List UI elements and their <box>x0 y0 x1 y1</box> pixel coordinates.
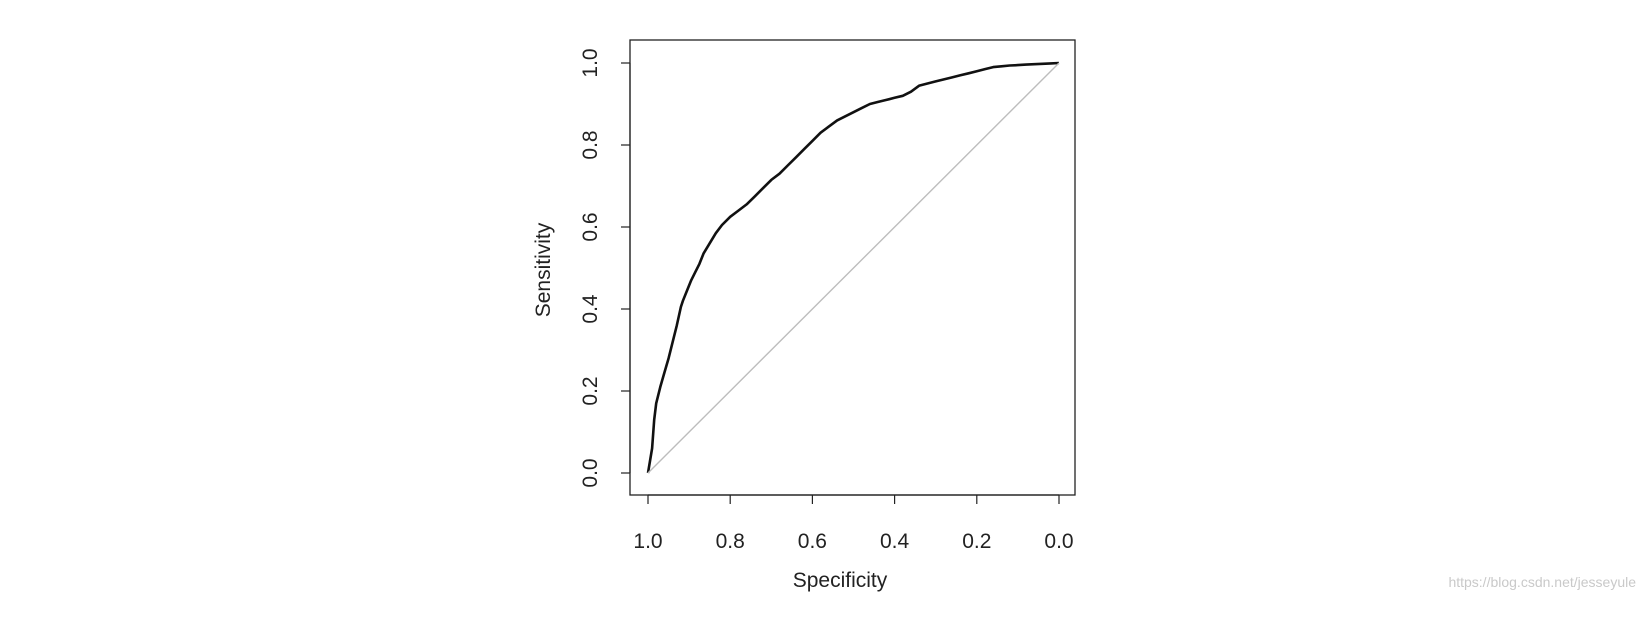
roc-curve <box>646 61 1060 474</box>
x-axis-label: Specificity <box>793 569 888 592</box>
x-tick-label: 0.2 <box>962 530 991 553</box>
y-tick-label: 0.4 <box>579 294 602 324</box>
y-tick-label: 0.2 <box>579 376 602 405</box>
x-tick-label: 0.8 <box>716 530 745 553</box>
reference-diagonal <box>647 62 1060 474</box>
y-tick-label: 0.0 <box>579 458 602 487</box>
x-tick-label: 0.4 <box>880 530 910 553</box>
y-tick-label: 0.6 <box>579 212 602 241</box>
y-axis-label: Sensitivity <box>532 222 555 317</box>
x-tick-label: 0.6 <box>798 530 827 553</box>
x-tick-label: 1.0 <box>633 530 662 553</box>
plot-area: 1.0 0.8 0.6 0.4 0.2 0.0 0.0 0.2 0.4 0.6 0.8 1.0 <box>579 39 1076 553</box>
y-tick-label: 1.0 <box>579 48 602 77</box>
x-tick-label: 0.0 <box>1044 530 1073 553</box>
y-tick-label: 0.8 <box>579 130 602 159</box>
watermark: https://blog.csdn.net/jesseyule <box>1448 574 1636 590</box>
